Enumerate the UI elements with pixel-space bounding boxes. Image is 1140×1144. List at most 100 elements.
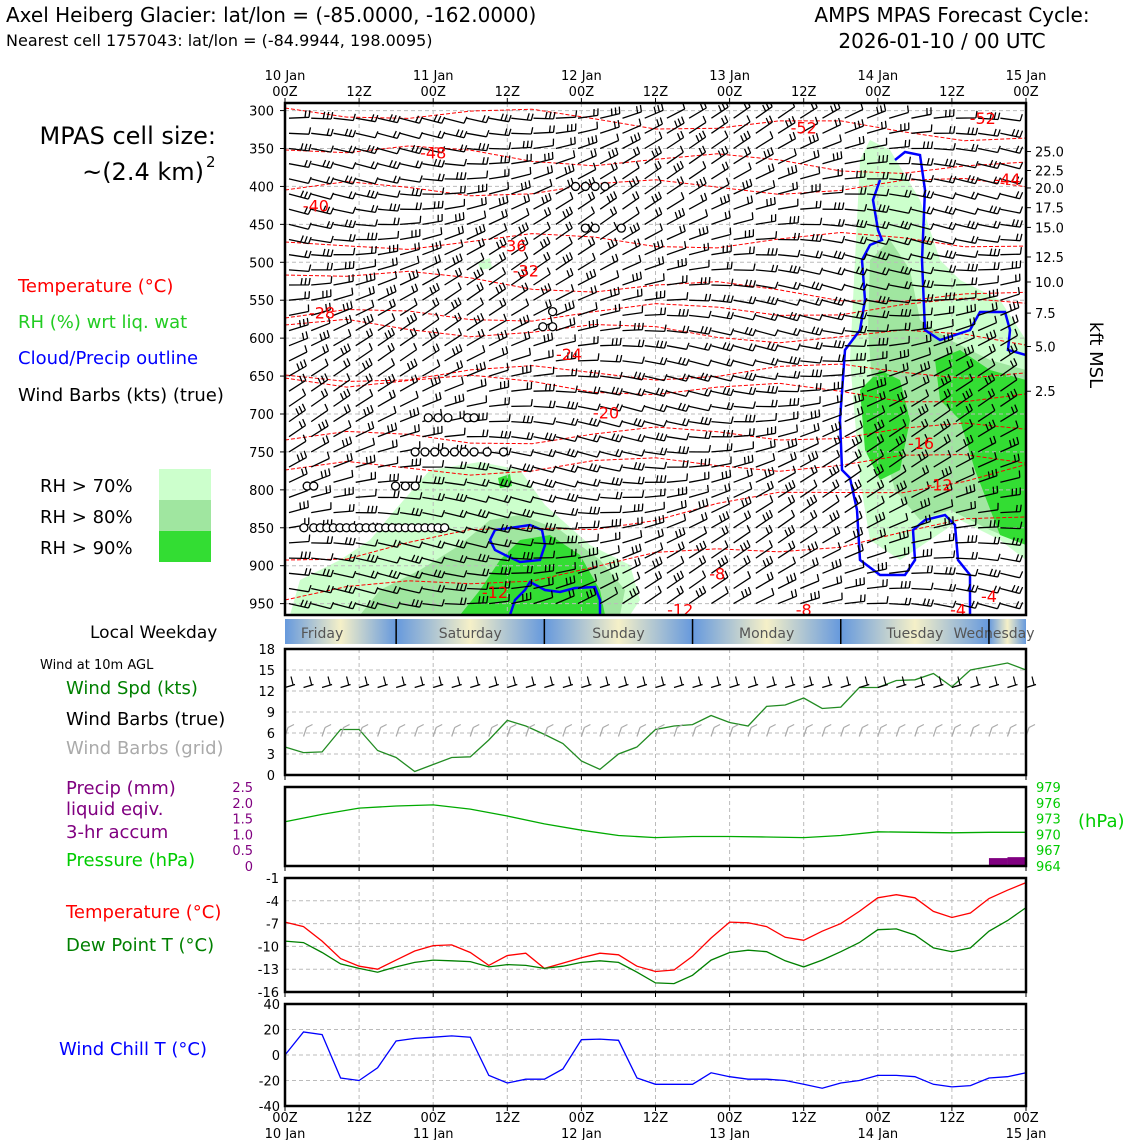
calm-circle: [580, 223, 591, 233]
kft-axis-label: kft MSL: [1085, 322, 1106, 388]
wind-barb: [644, 340, 668, 349]
wind-barb: [1000, 128, 1024, 138]
wind-barb: [978, 502, 999, 514]
wind-barb: [955, 500, 977, 514]
wind-barb: [488, 267, 507, 286]
wind-barb: [355, 232, 378, 241]
wind-barb: [311, 536, 334, 544]
wind-barb: [933, 265, 957, 274]
wind-barb: [644, 256, 665, 271]
wind-barb: [310, 344, 330, 362]
wind-barb: [711, 443, 733, 453]
wind-barb: [555, 535, 578, 544]
wind-barb: [511, 194, 531, 210]
bottom-hour-label: 00Z: [272, 1111, 298, 1126]
wind-barb: [288, 250, 312, 259]
top-hour-label: 12Z: [346, 85, 372, 100]
wind-barb: [755, 480, 774, 498]
windchill-tick-label: -20: [259, 1075, 280, 1090]
wind-barb: [622, 449, 646, 457]
wind-barb: [310, 358, 329, 377]
pressure-line: [284, 804, 1026, 839]
calm-circle: [547, 322, 558, 332]
wind-barb: [711, 555, 729, 574]
calm-circle: [590, 181, 600, 192]
wind-barb: [311, 601, 335, 610]
wind-barbs-grid-label: Wind Barbs (grid): [66, 738, 224, 759]
top-date-label: 14 Jan: [857, 69, 898, 84]
wind-barb: [666, 275, 688, 286]
wind-barb: [688, 471, 710, 483]
wind-barb: [733, 246, 755, 256]
wind-barb: [488, 523, 512, 534]
wind-barb: [822, 202, 845, 211]
wind-barb: [666, 541, 685, 559]
wind-barb: [400, 188, 423, 197]
wind-barb: [577, 533, 599, 544]
wind-barb: [978, 128, 1001, 137]
wind-barb: [911, 514, 932, 529]
kft-tick-label: 17.5: [1035, 202, 1064, 217]
wind-barb: [933, 466, 953, 483]
bottom-hour-label: 12Z: [791, 1111, 817, 1126]
wind-barb: [533, 299, 552, 316]
wind-barb: [311, 262, 334, 271]
kft-tick-label: 2.5: [1035, 385, 1056, 400]
wind-barb: [622, 104, 643, 119]
wind-barb: [622, 586, 640, 605]
wind-barb: [422, 254, 442, 271]
wind-barb: [511, 381, 533, 392]
bottom-date-label: 15 Jan: [1006, 1127, 1047, 1140]
wind-barb: [666, 342, 690, 350]
bottom-hour-label: 00Z: [865, 1111, 891, 1126]
wind-barb: [422, 476, 445, 485]
wind-barb: [977, 435, 997, 453]
wind-barb: [911, 307, 933, 317]
wind-barb: [1000, 273, 1021, 286]
wind-barb: [867, 171, 889, 180]
wind-barb: [888, 480, 908, 498]
wind-barb: [311, 176, 335, 185]
wind-barb: [888, 362, 909, 377]
temperature-contour-label: -28: [309, 303, 335, 322]
wind-barb: [600, 449, 623, 458]
wind-barb: [889, 105, 910, 119]
rh90-label: RH > 90%: [40, 538, 133, 559]
wind-barb: [577, 478, 601, 487]
wind-barb: [622, 288, 643, 301]
wind-barb: [622, 433, 646, 443]
wind-barb: [889, 322, 911, 332]
wind-barb: [955, 403, 973, 423]
wind-barb: [399, 570, 423, 579]
wind-barb: [310, 388, 329, 407]
wind-barb: [444, 393, 465, 408]
wind-barb: [622, 490, 645, 499]
wind-barb: [844, 152, 866, 165]
wind-barb: [688, 209, 709, 225]
wind-barb: [466, 210, 487, 226]
wind-barb: [1000, 453, 1020, 468]
wind-barb: [933, 359, 952, 377]
wind-barb: [778, 370, 801, 379]
wind-barb: [777, 164, 798, 180]
wind-barb: [377, 114, 401, 124]
wind-barb: [844, 170, 866, 180]
wind-barb: [355, 388, 374, 407]
wind-barb: [799, 479, 818, 498]
wind-barb: [288, 450, 308, 468]
wind-barb: [933, 403, 951, 423]
temperature-contour: [285, 107, 1026, 142]
wind-barb: [600, 433, 624, 443]
wind-barb: [311, 585, 335, 594]
wind-barb: [911, 465, 930, 483]
wind-barb: [911, 418, 929, 438]
top-hour-label: 00Z: [569, 85, 595, 100]
wind-barb: [822, 464, 840, 483]
wind-barb: [644, 357, 668, 366]
wind-barb: [555, 480, 579, 488]
wind-barb: [777, 572, 797, 590]
wind-barb: [333, 358, 351, 377]
wind-barb: [288, 466, 308, 483]
wind-barb: [844, 594, 866, 605]
wind-barb: [511, 463, 535, 473]
